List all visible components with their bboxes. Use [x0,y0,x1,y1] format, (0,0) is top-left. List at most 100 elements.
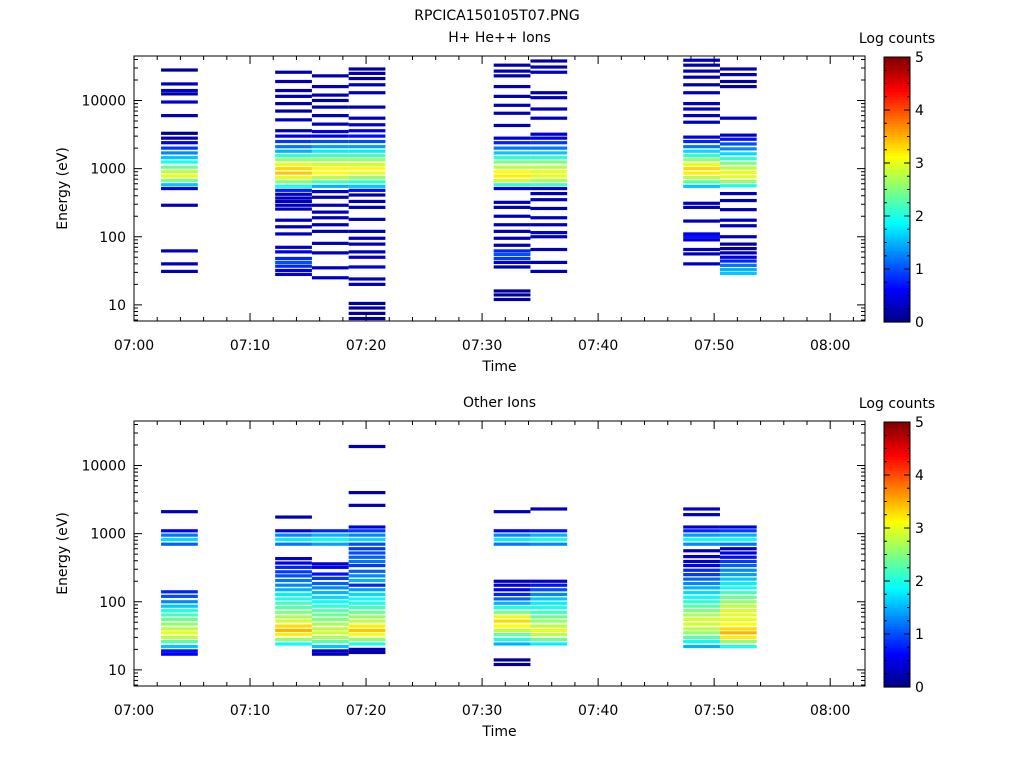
colorbar-segment [884,681,910,685]
spectrogram-cell [530,91,568,95]
spectrogram-cell [275,134,312,138]
colorbar-segment [884,237,910,241]
spectrogram-cell [348,559,386,564]
colorbar-segment [884,163,910,167]
spectrogram-cell [683,158,720,162]
spectrogram-cell [311,149,349,153]
colorbar-tick-label: 5 [915,415,924,431]
spectrogram-cell [311,210,349,214]
spectrogram-cell [275,207,312,211]
colorbar-segment [884,477,910,481]
spectrogram-cell [719,586,757,590]
spectrogram-cell [161,92,198,96]
spectrogram-cell [348,205,386,209]
colorbar-segment [884,665,910,670]
spectrogram-cell [348,555,386,559]
spectrogram-cell [311,229,349,233]
spectrogram-cell [493,214,531,218]
spectrogram-cell [348,149,386,153]
colorbar-segment [884,496,910,500]
spectrogram-cell [311,122,349,126]
spectrogram-cell [311,134,349,138]
colorbar-segment [884,520,910,524]
colorbar-segment [884,284,910,289]
spectrogram-cell [275,196,312,200]
colorbar-segment [884,176,910,180]
colorbar-segment [884,181,910,185]
spectrogram-cell [493,542,531,546]
spectrogram-cell [348,563,386,568]
spectrogram-cell [493,256,531,261]
spectrogram-cell [493,249,531,253]
x-ticks [133,421,854,686]
spectrogram-cell [493,156,531,160]
spectrogram-cell [161,627,198,631]
spectrogram-cell [530,619,568,623]
colorbar-segment [884,115,910,119]
spectrogram-cell [348,583,386,587]
colorbar-segment [884,128,910,132]
spectrogram-cell [493,63,531,67]
spectrogram-cell [683,573,720,577]
spectrogram-cell [311,595,349,599]
spectrogram-cell [311,631,349,635]
spectrogram-cell [311,114,349,118]
x-tick-label: 07:10 [230,338,270,354]
colorbar-segment [884,117,910,122]
colorbar: 0 1 2 3 4 5 Log counts [859,396,935,696]
colorbar-segment [884,250,910,254]
spectrogram-cell [683,644,720,649]
colorbar-segment [884,136,910,140]
spectrogram-cell [530,606,568,610]
colorbar-segment [884,152,910,156]
colorbar-segment [884,202,910,206]
spectrogram-cells [161,444,757,667]
spectrogram-cell [275,192,312,196]
spectrogram-cell [719,559,757,564]
x-tick-label: 07:20 [346,703,386,719]
spectrogram-cell [719,166,757,170]
spectrogram-cell [311,105,349,109]
spectrogram-cell [275,70,312,74]
spectrogram-cell [493,151,531,155]
spectrogram-cell [493,293,531,297]
colorbar-segment [884,445,910,450]
spectrogram-cell [275,606,312,610]
spectrogram-cell [275,583,312,587]
spectrogram-cells [161,58,757,321]
spectrogram-cell [719,577,757,581]
colorbar-segment [884,282,910,286]
spectrogram-cell [683,622,720,626]
spectrogram-cell [719,208,757,212]
colorbar-segment [884,596,910,601]
colorbar-segment [884,234,910,238]
spectrogram-cell [719,179,757,183]
colorbar-segment [884,549,910,553]
x-tick-label: 07:40 [578,703,618,719]
spectrogram-cell [161,640,198,644]
spectrogram-cell [683,537,720,542]
colorbar-segment [884,64,910,69]
colorbar-segment [884,168,910,172]
spectrogram-cell [348,145,386,149]
y-tick-label: 10000 [81,94,126,110]
colorbar-label: Log counts [859,396,935,412]
colorbar-segment [884,504,910,508]
spectrogram-cell [719,533,757,537]
spectrogram-cell [683,154,720,158]
colorbar-segment [884,636,910,640]
colorbar-segment [884,620,910,624]
spectrogram-cell [348,171,386,175]
spectrogram-cell [348,650,386,655]
colorbar-segment [884,67,910,71]
spectrogram-cell [493,103,531,107]
spectrogram-cell [311,223,349,227]
spectrogram-cell [530,592,568,597]
spectrogram-cell [348,619,386,623]
x-tick-label: 07:30 [462,703,502,719]
spectrogram-cell [719,542,757,546]
spectrogram-cell [493,529,531,533]
colorbar-segment [884,467,910,471]
spectrogram-cell [683,135,720,139]
colorbar-ticks [884,56,910,323]
